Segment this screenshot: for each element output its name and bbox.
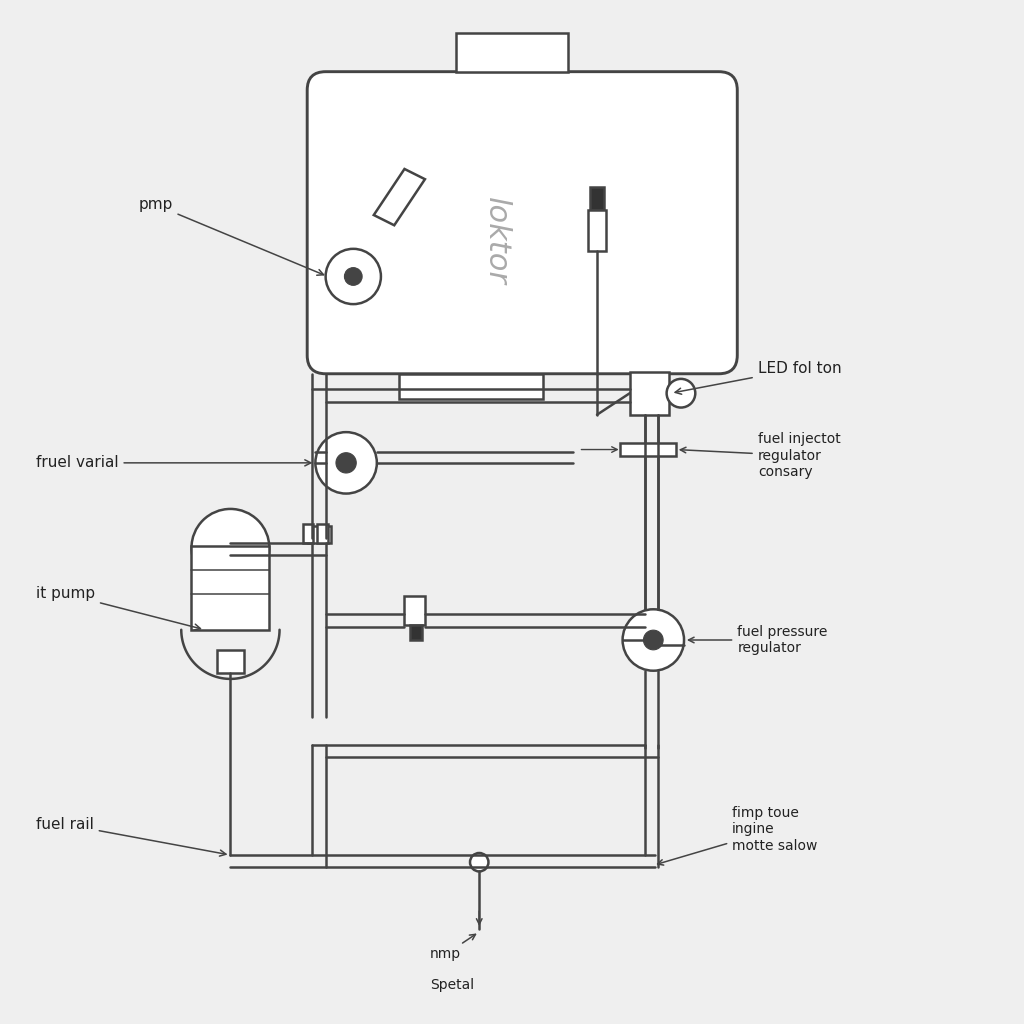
- Circle shape: [667, 379, 695, 408]
- Circle shape: [344, 267, 362, 286]
- Text: fimp toue
ingine
motte salow: fimp toue ingine motte salow: [657, 806, 817, 865]
- Bar: [630, 372, 669, 415]
- Text: fuel rail: fuel rail: [36, 817, 226, 856]
- Bar: [456, 33, 568, 72]
- Text: it pump: it pump: [36, 587, 201, 630]
- Circle shape: [315, 432, 377, 494]
- Circle shape: [470, 853, 488, 871]
- Circle shape: [191, 509, 269, 587]
- Text: fuel injectot
regulator
consary: fuel injectot regulator consary: [680, 432, 841, 479]
- Text: loktor: loktor: [482, 197, 511, 285]
- Bar: [590, 187, 604, 210]
- Bar: [620, 443, 676, 456]
- Bar: [317, 524, 328, 543]
- Circle shape: [623, 609, 684, 671]
- Text: nmp: nmp: [430, 934, 475, 962]
- Circle shape: [336, 453, 356, 473]
- Text: fuel pressure
regulator: fuel pressure regulator: [688, 625, 827, 655]
- Bar: [588, 210, 606, 251]
- Text: Spetal: Spetal: [430, 978, 474, 992]
- Circle shape: [326, 249, 381, 304]
- Polygon shape: [374, 169, 425, 225]
- Bar: [404, 596, 425, 625]
- Bar: [303, 524, 313, 543]
- Text: fruel varial: fruel varial: [36, 456, 311, 470]
- Bar: [217, 650, 244, 673]
- Circle shape: [643, 630, 664, 650]
- Text: LED fol ton: LED fol ton: [675, 361, 842, 394]
- FancyBboxPatch shape: [307, 72, 737, 374]
- Bar: [399, 374, 543, 399]
- Bar: [191, 546, 269, 630]
- Text: pmp: pmp: [138, 198, 324, 275]
- Bar: [308, 526, 331, 543]
- Bar: [410, 625, 422, 640]
